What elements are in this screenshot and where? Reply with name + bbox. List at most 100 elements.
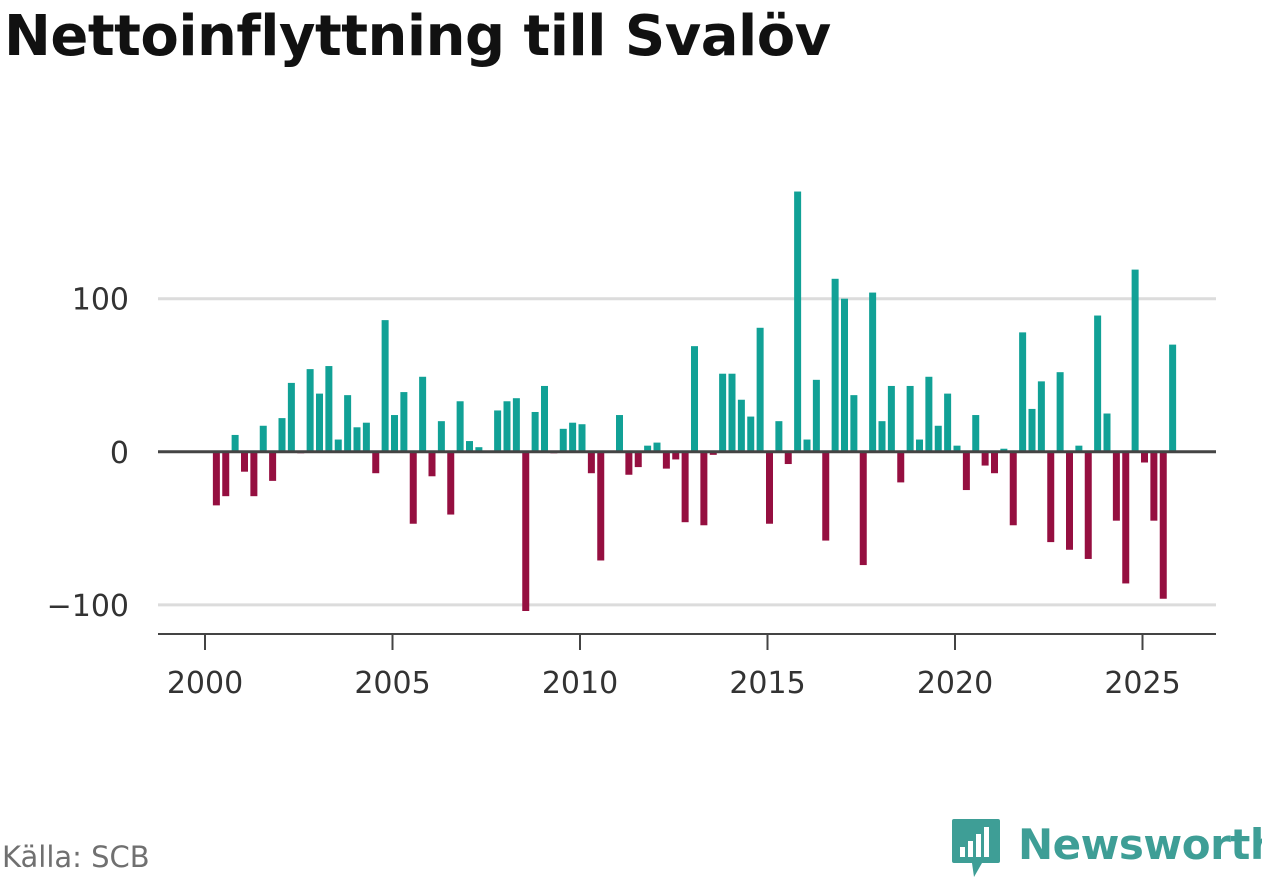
y-tick-label: −100 — [47, 589, 129, 624]
bar — [325, 366, 333, 452]
bar — [1075, 445, 1083, 452]
bar — [1000, 448, 1008, 452]
bar — [1150, 451, 1158, 521]
bar — [981, 451, 989, 466]
bar — [737, 399, 745, 452]
chart-title: Nettoinflyttning till Svalöv — [4, 4, 831, 69]
bar — [531, 411, 539, 452]
bar — [691, 346, 698, 452]
bar — [1009, 451, 1017, 526]
bar — [597, 451, 605, 561]
bar — [925, 376, 933, 452]
bar — [334, 439, 342, 452]
bar — [962, 451, 970, 491]
x-tick-label: 2020 — [917, 666, 993, 701]
bar — [634, 451, 642, 468]
bar — [747, 416, 755, 452]
bar — [897, 451, 905, 483]
bar — [587, 451, 595, 474]
bar — [1141, 451, 1148, 463]
bar — [569, 422, 577, 452]
bar — [869, 292, 877, 452]
bar — [700, 451, 708, 526]
bar — [916, 439, 923, 452]
bar — [944, 393, 952, 452]
bar — [1028, 408, 1036, 452]
bar — [672, 451, 680, 460]
bar — [719, 373, 727, 452]
bar — [503, 401, 511, 452]
bar — [953, 445, 961, 452]
y-axis-labels: 100 0 −100 — [47, 283, 129, 624]
bar — [653, 442, 661, 452]
bar — [616, 415, 623, 452]
bar — [559, 428, 567, 452]
brand-logo-group: Newsworthy — [950, 817, 1262, 879]
bar — [287, 382, 295, 452]
source-label: Källa: SCB — [2, 840, 150, 874]
bar — [1037, 381, 1045, 452]
bar — [541, 385, 548, 452]
x-axis: 2000 2005 2010 2015 2020 2025 — [158, 633, 1216, 701]
bar — [1066, 451, 1073, 550]
bar — [766, 451, 773, 524]
bar — [222, 451, 230, 497]
bar — [934, 425, 942, 452]
bar — [887, 385, 895, 452]
bar — [803, 439, 811, 452]
bar — [419, 376, 427, 452]
x-tick-label: 2010 — [542, 666, 618, 701]
bar — [1019, 332, 1027, 452]
bars — [203, 191, 1177, 611]
brand-name: Newsworthy — [1018, 820, 1262, 869]
bar — [231, 434, 239, 452]
x-tick-label: 2025 — [1104, 666, 1180, 701]
bar — [456, 401, 464, 452]
bar — [1047, 451, 1055, 543]
x-tick-label: 2015 — [729, 666, 805, 701]
bar — [316, 393, 323, 452]
bar — [1169, 344, 1177, 452]
x-tick-label: 2005 — [354, 666, 430, 701]
bar — [812, 379, 820, 452]
bar — [522, 451, 530, 611]
bar — [344, 395, 352, 452]
bar — [906, 385, 914, 452]
bar — [775, 421, 783, 452]
bar — [381, 320, 389, 452]
bar — [391, 415, 398, 452]
bar — [409, 451, 417, 524]
bar — [831, 278, 839, 452]
bar — [878, 421, 886, 452]
newsworthy-logo-icon — [952, 819, 1000, 877]
bar — [850, 395, 858, 452]
bar — [1131, 269, 1139, 452]
bar — [1084, 451, 1092, 559]
bar — [1056, 372, 1064, 452]
y-tick-label: 100 — [72, 283, 129, 318]
bar — [784, 451, 792, 465]
bar — [822, 451, 830, 541]
bar — [212, 451, 220, 506]
bar — [250, 451, 258, 497]
y-tick-label: 0 — [110, 436, 129, 471]
bar — [241, 451, 248, 472]
bar — [475, 447, 483, 452]
bar — [859, 451, 867, 566]
bar — [578, 424, 586, 452]
bar — [681, 451, 689, 523]
bar — [662, 451, 670, 469]
bar — [512, 398, 520, 452]
bar — [494, 410, 502, 452]
bar — [278, 418, 286, 452]
bar — [972, 415, 980, 452]
bar — [794, 191, 802, 452]
bar — [1122, 451, 1130, 584]
bar — [991, 451, 998, 474]
bar — [428, 451, 436, 477]
bar — [1159, 451, 1167, 599]
bar — [306, 369, 314, 452]
bar — [259, 425, 267, 452]
bar — [466, 441, 473, 452]
